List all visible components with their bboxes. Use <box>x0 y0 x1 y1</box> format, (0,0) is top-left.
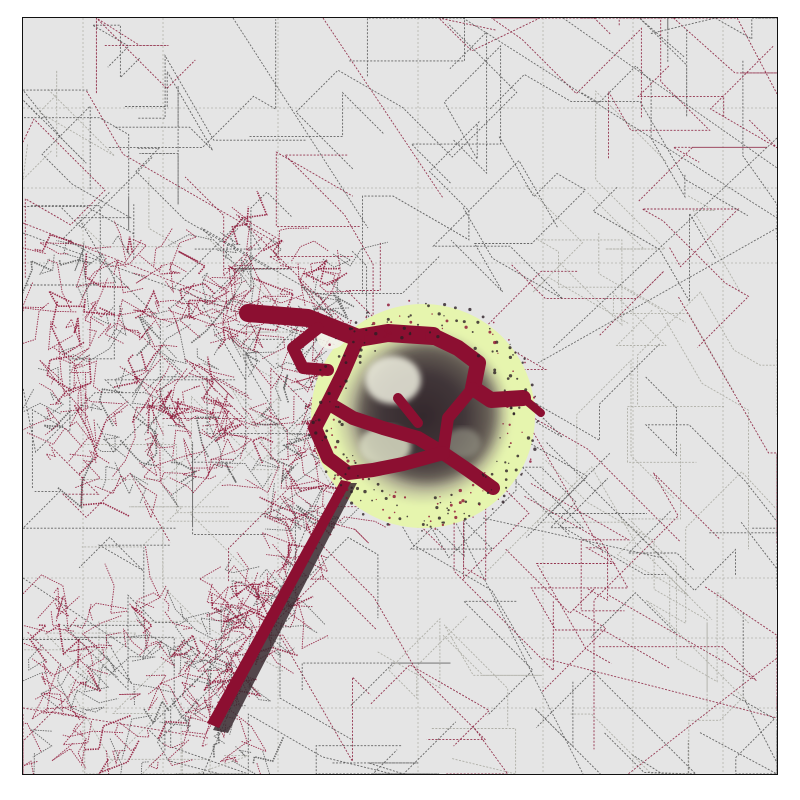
artwork-frame <box>22 17 778 775</box>
crimson-trunk-paths <box>239 304 545 495</box>
network-artwork <box>23 18 777 774</box>
crimson-speckle <box>304 299 539 532</box>
diagonal-wedge <box>207 480 357 733</box>
crimson-thicket <box>23 190 388 774</box>
